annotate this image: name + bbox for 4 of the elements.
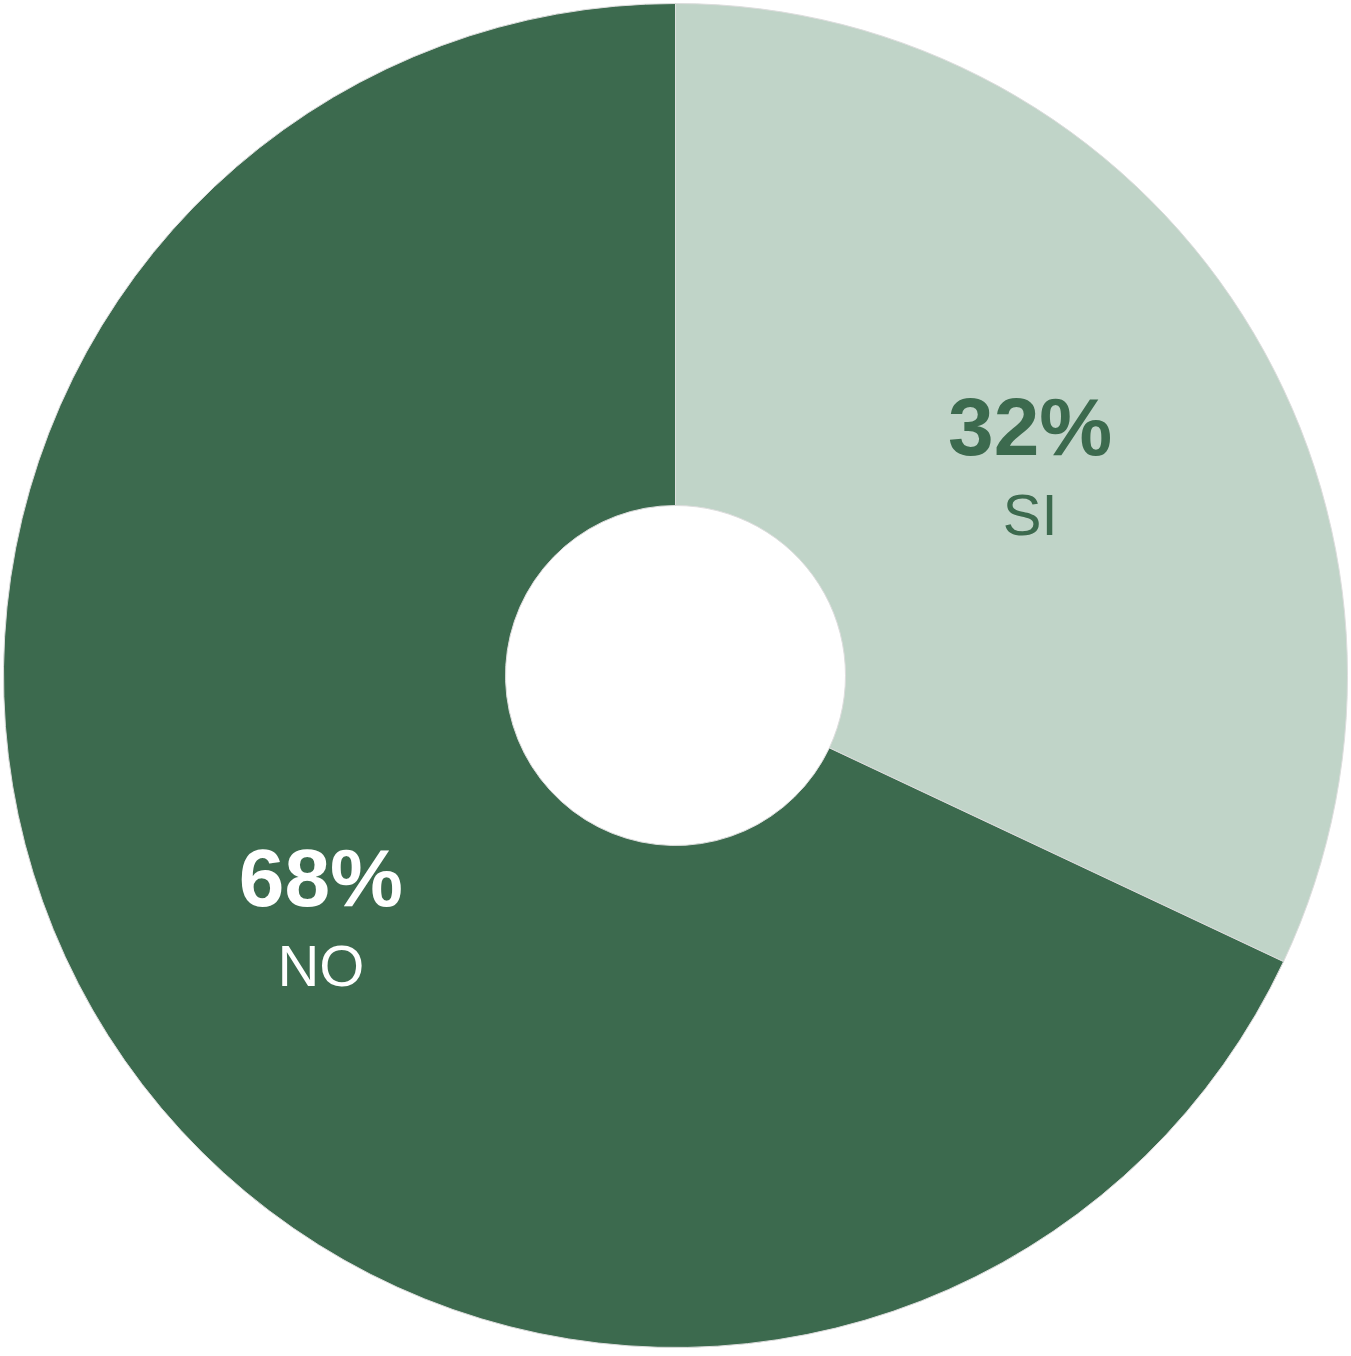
slice-label: NO bbox=[277, 932, 365, 998]
slice-label: SI bbox=[1002, 482, 1058, 548]
data-label: 68% bbox=[238, 831, 403, 923]
data-label: 32% bbox=[948, 381, 1113, 473]
